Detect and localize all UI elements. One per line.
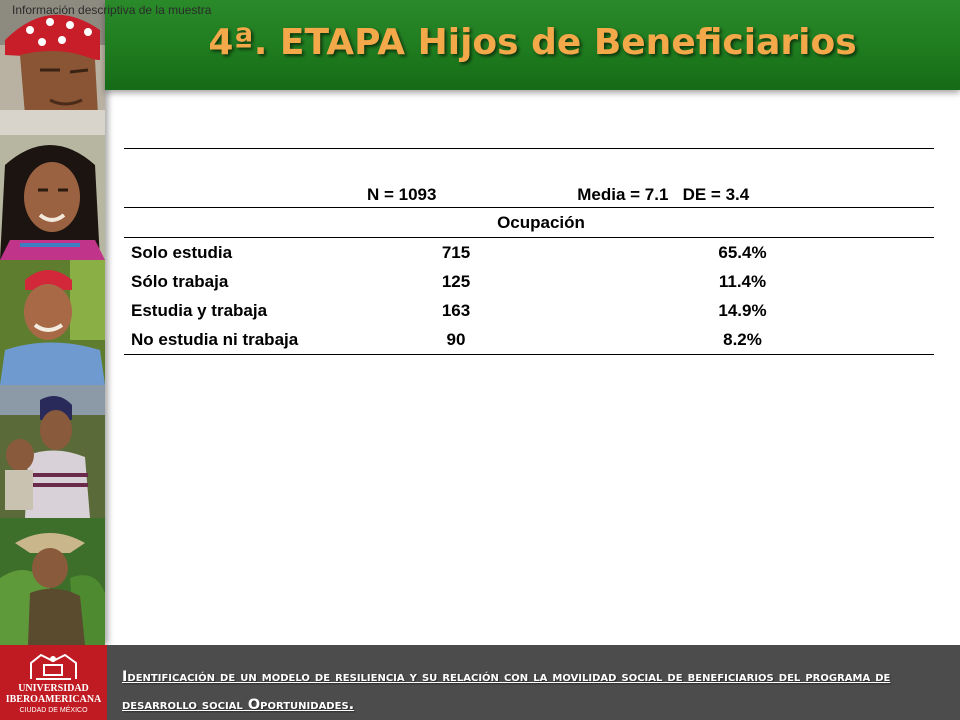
- logo-city: CIUDAD DE MÉXICO: [19, 707, 88, 714]
- portrait-photo-5: [0, 518, 105, 646]
- row-percent: 8.2%: [551, 325, 934, 355]
- photo-strip: [0, 0, 105, 646]
- row-count: 163: [441, 300, 471, 320]
- table-row: Sólo trabaja 125 11.4%: [124, 267, 934, 296]
- row-count: 715: [441, 242, 471, 262]
- group-header: Ocupación: [497, 212, 585, 232]
- mean-value: Media = 7.1: [577, 185, 669, 204]
- row-percent: 65.4%: [718, 242, 767, 262]
- table-row: No estudia ni trabaja 90 8.2%: [124, 325, 934, 355]
- row-count: 125: [441, 271, 471, 291]
- footer-project-title: Identificación de un modelo de resilienc…: [122, 669, 891, 713]
- row-label: No estudia ni trabaja: [124, 325, 361, 355]
- portrait-photo-2: [0, 135, 105, 261]
- row-percent: 11.4%: [718, 271, 767, 291]
- sample-size: N = 1093: [367, 185, 437, 204]
- header-band: [105, 0, 960, 90]
- group-header-row: Ocupación: [124, 207, 934, 238]
- slide-caption: Información descriptiva de la muestra: [12, 3, 212, 17]
- row-count: 90: [361, 325, 551, 355]
- portrait-photo-3: [0, 260, 105, 386]
- portrait-photo-1: [0, 0, 105, 136]
- table-row: Solo estudia 715 65.4%: [124, 238, 934, 268]
- row-label: Estudia y trabaja: [131, 300, 268, 320]
- sd-value: DE = 3.4: [682, 185, 750, 204]
- footer-bar: UNIVERSIDAD IBEROAMERICANA CIUDAD DE MÉX…: [0, 645, 960, 720]
- slide-title: 4ª. ETAPA Hijos de Beneficiarios: [208, 22, 857, 63]
- occupation-table: N = 1093 Media = 7.1 DE = 3.4 Ocupación …: [124, 148, 934, 355]
- row-label: Sólo trabaja: [131, 271, 229, 291]
- portrait-photo-4: [0, 385, 105, 519]
- row-percent: 14.9%: [718, 300, 767, 320]
- university-seal-icon: [30, 653, 77, 680]
- logo-university-name: UNIVERSIDAD IBEROAMERICANA: [5, 683, 102, 705]
- university-logo: UNIVERSIDAD IBEROAMERICANA CIUDAD DE MÉX…: [0, 645, 107, 720]
- row-label: Solo estudia: [131, 242, 233, 262]
- table-row: Estudia y trabaja 163 14.9%: [124, 296, 934, 325]
- stats-row: N = 1093 Media = 7.1 DE = 3.4: [124, 148, 934, 208]
